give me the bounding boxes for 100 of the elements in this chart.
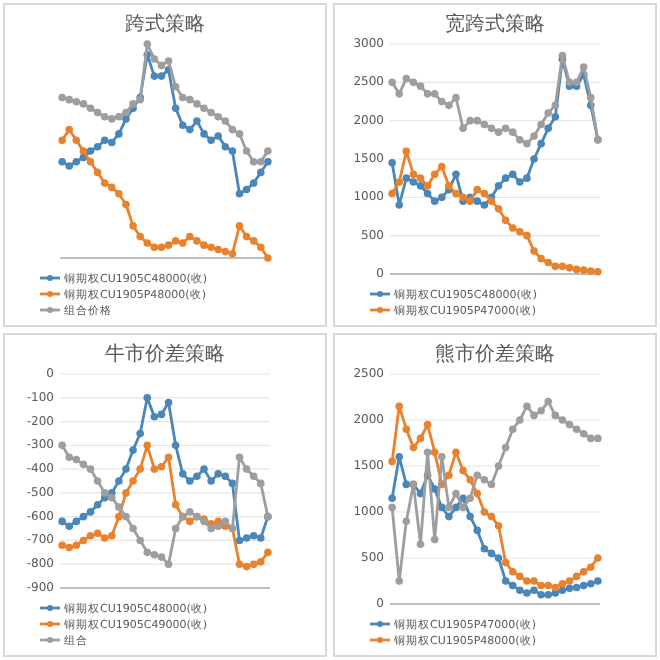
chart-title: 跨式策略 bbox=[125, 12, 205, 36]
point bbox=[416, 540, 425, 548]
point bbox=[516, 572, 524, 581]
point bbox=[207, 108, 215, 117]
point bbox=[501, 443, 510, 452]
point bbox=[586, 579, 595, 588]
point bbox=[544, 591, 553, 599]
point bbox=[150, 550, 159, 559]
point bbox=[402, 174, 411, 182]
point bbox=[487, 549, 496, 558]
point bbox=[157, 72, 166, 80]
point bbox=[58, 541, 66, 549]
point bbox=[235, 190, 244, 198]
point bbox=[221, 472, 230, 481]
point bbox=[214, 522, 223, 530]
point bbox=[409, 78, 418, 87]
point bbox=[388, 159, 396, 167]
point bbox=[516, 416, 524, 424]
point bbox=[508, 170, 517, 179]
point bbox=[437, 453, 446, 461]
point bbox=[93, 529, 102, 538]
point bbox=[164, 453, 173, 462]
point bbox=[86, 104, 95, 112]
point bbox=[249, 237, 258, 245]
point bbox=[58, 517, 66, 526]
point bbox=[452, 448, 460, 456]
point bbox=[430, 197, 439, 205]
point bbox=[544, 258, 553, 267]
point bbox=[178, 239, 187, 247]
point bbox=[100, 489, 109, 497]
point bbox=[423, 420, 432, 429]
point bbox=[93, 108, 102, 117]
point bbox=[416, 182, 425, 190]
point bbox=[242, 185, 251, 194]
point bbox=[107, 183, 116, 192]
point bbox=[157, 61, 166, 70]
point bbox=[508, 128, 517, 136]
point bbox=[214, 470, 223, 478]
point bbox=[558, 416, 567, 424]
point bbox=[256, 479, 265, 488]
point bbox=[143, 441, 152, 450]
point bbox=[395, 577, 404, 585]
point bbox=[115, 190, 123, 198]
point bbox=[157, 243, 166, 252]
point bbox=[516, 178, 524, 186]
point bbox=[214, 245, 223, 254]
point bbox=[579, 568, 588, 576]
point bbox=[537, 120, 545, 129]
point bbox=[193, 117, 201, 125]
point bbox=[572, 572, 581, 581]
point bbox=[264, 157, 272, 166]
point bbox=[171, 524, 180, 533]
point bbox=[437, 162, 446, 171]
point bbox=[242, 534, 251, 542]
point bbox=[256, 558, 265, 566]
point bbox=[530, 247, 538, 255]
point bbox=[395, 402, 404, 410]
point bbox=[402, 480, 411, 489]
point bbox=[423, 448, 432, 456]
point bbox=[264, 548, 272, 557]
point bbox=[221, 517, 230, 526]
point bbox=[544, 581, 553, 590]
point bbox=[480, 201, 489, 209]
point bbox=[171, 83, 180, 91]
point bbox=[537, 591, 545, 599]
point bbox=[523, 174, 531, 182]
point bbox=[115, 503, 123, 511]
point bbox=[579, 581, 588, 590]
chart-title: 牛市价差策略 bbox=[105, 342, 225, 366]
point bbox=[402, 147, 411, 156]
point bbox=[186, 508, 194, 516]
point bbox=[86, 147, 95, 155]
point bbox=[409, 443, 418, 452]
point bbox=[388, 457, 396, 466]
point bbox=[579, 430, 588, 438]
point bbox=[579, 63, 588, 71]
point bbox=[129, 446, 137, 454]
point bbox=[193, 237, 201, 245]
point bbox=[586, 434, 595, 443]
point bbox=[79, 512, 88, 521]
point bbox=[473, 185, 482, 194]
point bbox=[594, 434, 602, 443]
point bbox=[544, 109, 553, 117]
point bbox=[164, 398, 173, 407]
point bbox=[487, 480, 496, 489]
point bbox=[594, 577, 602, 585]
chart-title: 宽跨式策略 bbox=[445, 12, 545, 36]
point bbox=[395, 201, 404, 209]
point bbox=[264, 147, 272, 155]
point bbox=[565, 264, 574, 272]
point bbox=[72, 541, 81, 549]
point bbox=[452, 170, 460, 179]
point bbox=[572, 583, 581, 592]
point bbox=[129, 524, 137, 533]
point bbox=[466, 476, 474, 484]
point bbox=[466, 116, 474, 125]
point bbox=[480, 189, 489, 198]
point bbox=[494, 554, 503, 562]
point bbox=[249, 560, 258, 569]
point bbox=[207, 524, 215, 533]
